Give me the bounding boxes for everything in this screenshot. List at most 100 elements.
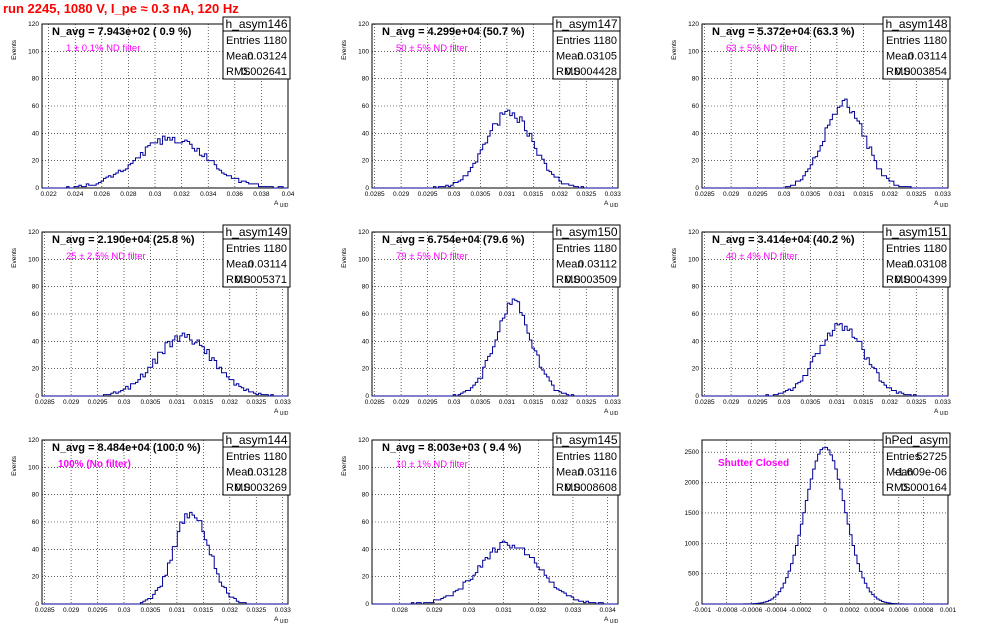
x-tick-label: 0.0295 (88, 399, 108, 406)
histogram-line (42, 511, 288, 605)
y-axis-label: Events (11, 455, 18, 476)
stats-mean-value: 0.03108 (907, 259, 947, 271)
stats-rms-value: 0.0004399 (895, 274, 947, 286)
x-tick-label: 0.024 (67, 191, 84, 198)
y-tick-label: 0 (365, 601, 369, 608)
x-tick-label: 0.032 (882, 191, 899, 198)
navg-label: N_avg = 4.299e+04 (50.7 %) (382, 26, 525, 38)
stats-mean-label: Mean (226, 259, 254, 271)
navg-label: N_avg = 2.190e+04 (25.8 %) (52, 234, 195, 246)
x-tick-label: 0.03 (448, 399, 461, 406)
x-tick-label: 0.0325 (576, 191, 596, 198)
histogram-line (702, 446, 948, 605)
y-tick-label: 20 (32, 366, 40, 373)
x-tick-label: 0.0305 (471, 191, 491, 198)
histogram-line (702, 323, 948, 397)
stats-mean-label: Mean (556, 467, 584, 479)
y-tick-label: 100 (28, 48, 39, 55)
stats-rms-label: RMS (886, 482, 910, 494)
y-axis-label: Events (341, 455, 348, 476)
y-tick-label: 60 (692, 311, 700, 318)
y-tick-label: 100 (688, 48, 699, 55)
x-tick-label: 0.0285 (35, 399, 55, 406)
x-tick-label: 0.029 (63, 607, 80, 614)
histogram-panel-h_asym145: 0.028 0.029 0.03 0.031 0.032 0.033 0.034 0 20 40 6… (341, 432, 621, 625)
x-tick-label: 0.03 (448, 191, 461, 198)
y-tick-label: 40 (692, 338, 700, 345)
y-tick-label: 60 (32, 311, 40, 318)
x-tick-label: 0.0315 (193, 607, 213, 614)
stats-mean-value: 0.03124 (247, 51, 287, 63)
y-tick-label: 0 (35, 601, 39, 608)
stats-rms-value: 0.0003269 (235, 482, 287, 494)
stats-entries-label: Entries (556, 451, 591, 463)
y-tick-label: 2500 (685, 449, 700, 456)
x-tick-label: 0.033 (605, 399, 622, 406)
y-tick-label: 60 (32, 103, 40, 110)
stats-rms-value: 0.002641 (241, 66, 287, 78)
stats-entries-label: Entries (886, 35, 921, 47)
x-tick-label: 0.03 (778, 399, 791, 406)
x-tick-label: 0.03 (118, 399, 131, 406)
y-tick-label: 120 (28, 437, 39, 444)
x-tick-label: 0.0305 (141, 607, 161, 614)
x-tick-label: 0.031 (169, 399, 186, 406)
stats-entries-label: Entries (226, 451, 261, 463)
x-tick-label: 0.03 (118, 607, 131, 614)
y-tick-label: 80 (32, 284, 40, 291)
y-tick-label: 40 (32, 130, 40, 137)
stats-title: h_asym147 (555, 17, 617, 31)
stats-entries-label: Entries (886, 243, 921, 255)
histogram-panel-h_asym144: 0.0285 0.029 0.0295 0.03 0.0305 0.031 0.0315 0.… (11, 432, 291, 625)
y-tick-label: 0 (695, 601, 699, 608)
y-tick-label: 20 (362, 574, 370, 581)
y-tick-label: 100 (28, 464, 39, 471)
y-tick-label: 60 (692, 103, 700, 110)
stats-mean-label: Mean (556, 259, 584, 271)
y-tick-label: 0 (365, 185, 369, 192)
stats-rms-label: RMS (556, 482, 580, 494)
stats-entries-value: 1180 (923, 243, 947, 255)
filter-annotation: 79 ± 5% ND filter (396, 251, 468, 262)
stats-entries-value: 1180 (923, 35, 947, 47)
y-tick-label: 0 (365, 393, 369, 400)
y-tick-label: 120 (358, 21, 369, 28)
x-tick-label: 0.0008 (913, 607, 933, 614)
stats-mean-value: 0.03105 (577, 51, 617, 63)
filter-annotation: 25 ± 2.5% ND filter (66, 251, 146, 262)
stats-title: h_asym145 (555, 433, 617, 447)
x-tick-label: 0.029 (426, 607, 443, 614)
x-tick-label: 0.0305 (141, 399, 161, 406)
stats-title: hPed_asym (885, 433, 948, 447)
stats-mean-label: Mean (226, 51, 254, 63)
histogram-panel-h_asym148: 0.0285 0.029 0.0295 0.03 0.0305 0.031 0.0315 0.… (671, 16, 951, 209)
x-tick-label: 0.029 (723, 191, 740, 198)
x-tick-label: 0.031 (829, 191, 846, 198)
x-tick-label: 0.0295 (418, 399, 438, 406)
y-tick-label: 120 (358, 229, 369, 236)
x-tick-label: 0.033 (275, 399, 292, 406)
page-title: run 2245, 1080 V, I_pe ≈ 0.3 nA, 120 Hz (3, 1, 239, 16)
x-tick-label: 0.0285 (695, 399, 715, 406)
y-tick-label: 40 (362, 338, 370, 345)
navg-label: N_avg = 5.372e+04 (63.3 %) (712, 26, 855, 38)
stats-rms-label: RMS (226, 274, 250, 286)
y-tick-label: 60 (362, 103, 370, 110)
x-axis-label: A UID (274, 200, 289, 209)
histogram-line (42, 135, 288, 189)
x-tick-label: 0.0285 (365, 399, 385, 406)
x-axis-label: A UID (604, 616, 619, 625)
histogram-line (372, 298, 618, 397)
x-tick-label: 0.0305 (801, 191, 821, 198)
stats-title: h_asym151 (885, 225, 947, 239)
x-tick-label: 0.0315 (193, 399, 213, 406)
y-tick-label: 40 (692, 130, 700, 137)
y-tick-label: 40 (362, 546, 370, 553)
y-tick-label: 0 (695, 185, 699, 192)
x-axis-label: A UID (274, 616, 289, 625)
stats-title: h_asym144 (225, 433, 287, 447)
